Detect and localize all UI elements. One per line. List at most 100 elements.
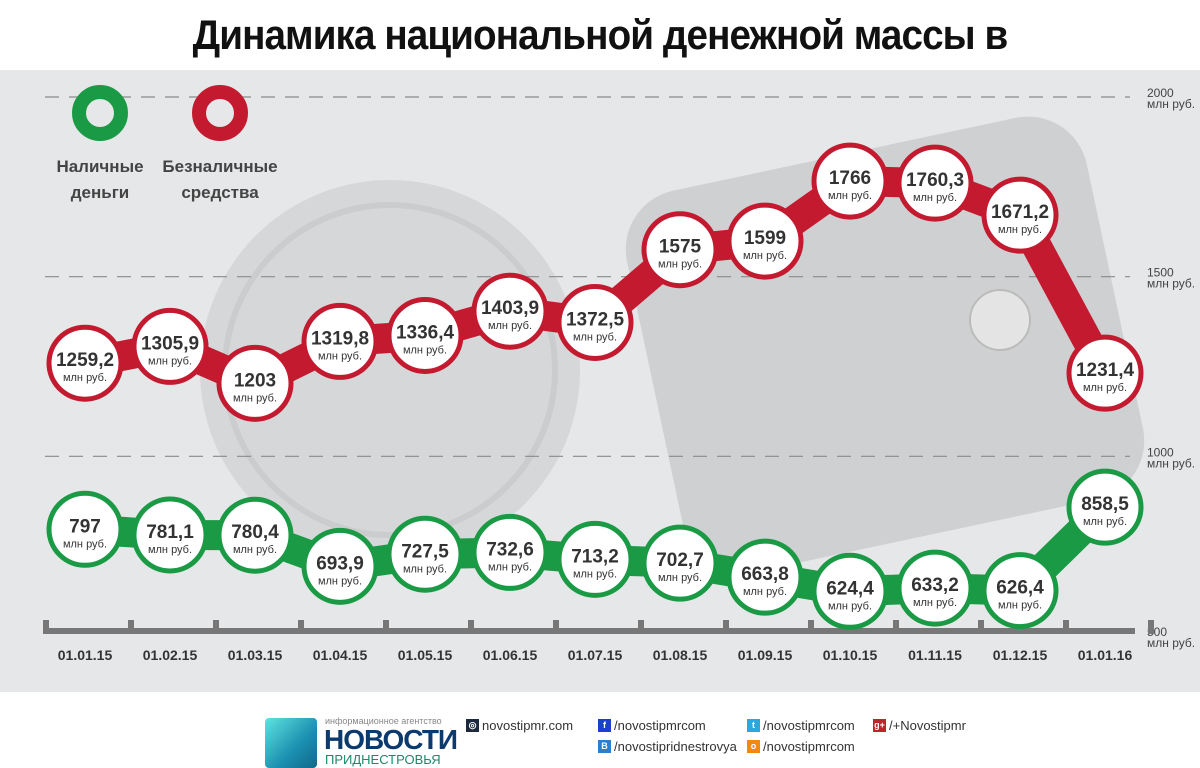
data-label: 1575 bbox=[659, 237, 702, 258]
x-axis-tick bbox=[1063, 620, 1069, 634]
data-point bbox=[556, 283, 634, 361]
data-label: 626,4 bbox=[996, 578, 1044, 599]
data-point bbox=[131, 307, 209, 385]
data-label: 1760,3 bbox=[906, 170, 964, 191]
data-point bbox=[301, 527, 379, 605]
x-axis-tick bbox=[1148, 620, 1154, 634]
x-tick-label: 01.01.15 bbox=[58, 647, 113, 663]
data-unit-label: млн руб. bbox=[658, 572, 702, 584]
x-tick-label: 01.01.16 bbox=[1078, 647, 1133, 663]
y-tick-label: 1500 bbox=[1147, 266, 1174, 280]
data-label: 1231,4 bbox=[1076, 360, 1135, 381]
data-point bbox=[641, 524, 719, 602]
y-tick-unit: млн руб. bbox=[1147, 636, 1195, 650]
data-label: 1305,9 bbox=[141, 333, 199, 354]
data-point bbox=[131, 496, 209, 574]
agency-subtitle: ПРИДНЕСТРОВЬЯ bbox=[325, 752, 441, 767]
y-tick-unit: млн руб. bbox=[1147, 97, 1195, 111]
data-point bbox=[811, 552, 889, 630]
x-axis-tick bbox=[978, 620, 984, 634]
data-label: 732,6 bbox=[486, 539, 534, 560]
data-label: 663,8 bbox=[741, 564, 789, 585]
data-unit-label: млн руб. bbox=[743, 586, 787, 598]
data-label: 797 bbox=[69, 516, 101, 537]
data-unit-label: млн руб. bbox=[63, 538, 107, 550]
x-axis-tick bbox=[468, 620, 474, 634]
data-label: 1259,2 bbox=[56, 350, 114, 371]
agency-logo bbox=[265, 718, 317, 768]
x-tick-label: 01.06.15 bbox=[483, 647, 538, 663]
link-vk[interactable]: B/novostipridnestrovya bbox=[598, 739, 737, 754]
data-unit-label: млн руб. bbox=[743, 250, 787, 262]
y-tick-unit: млн руб. bbox=[1147, 277, 1195, 291]
data-label: 624,4 bbox=[826, 578, 874, 599]
data-label: 1766 bbox=[829, 168, 871, 189]
legend-label: Безналичные bbox=[162, 157, 277, 176]
data-point bbox=[896, 144, 974, 222]
y-tick-label: 2000 bbox=[1147, 86, 1174, 100]
legend-label: Наличные bbox=[56, 157, 143, 176]
link-google-plus[interactable]: g+/+Novostipmr bbox=[873, 718, 966, 733]
vk-icon: B bbox=[598, 740, 611, 753]
x-axis-tick bbox=[723, 620, 729, 634]
agency-tagline: информационное агентство bbox=[325, 716, 442, 726]
data-unit-label: млн руб. bbox=[573, 331, 617, 343]
data-unit-label: млн руб. bbox=[488, 320, 532, 332]
data-unit-label: млн руб. bbox=[148, 355, 192, 367]
x-axis-tick bbox=[128, 620, 134, 634]
x-axis-tick bbox=[553, 620, 559, 634]
x-axis-tick bbox=[808, 620, 814, 634]
data-label: 727,5 bbox=[401, 541, 449, 562]
legend-label: средства bbox=[181, 183, 259, 202]
globe-icon: ◎ bbox=[466, 719, 479, 732]
x-axis-tick bbox=[298, 620, 304, 634]
x-tick-label: 01.12.15 bbox=[993, 647, 1048, 663]
google-plus-icon: g+ bbox=[873, 719, 886, 732]
coin-decoration bbox=[200, 180, 580, 560]
x-tick-label: 01.08.15 bbox=[653, 647, 708, 663]
x-tick-label: 01.03.15 bbox=[228, 647, 283, 663]
data-unit-label: млн руб. bbox=[573, 568, 617, 580]
data-unit-label: млн руб. bbox=[828, 190, 872, 202]
data-point bbox=[1066, 334, 1144, 412]
data-point bbox=[726, 202, 804, 280]
data-unit-label: млн руб. bbox=[913, 192, 957, 204]
data-label: 1403,9 bbox=[481, 298, 539, 319]
data-unit-label: млн руб. bbox=[63, 372, 107, 384]
link-website[interactable]: ◎ novostipmr.com bbox=[466, 718, 573, 733]
data-unit-label: млн руб. bbox=[488, 561, 532, 573]
data-point bbox=[556, 520, 634, 598]
odnoklassniki-icon: o bbox=[747, 740, 760, 753]
data-unit-label: млн руб. bbox=[318, 575, 362, 587]
y-tick-label: 1000 bbox=[1147, 445, 1174, 459]
data-point bbox=[981, 552, 1059, 630]
data-point bbox=[896, 549, 974, 627]
x-tick-label: 01.02.15 bbox=[143, 647, 198, 663]
facebook-icon: f bbox=[598, 719, 611, 732]
data-point bbox=[726, 538, 804, 616]
link-odnoklassniki[interactable]: o/novostipmrcom bbox=[747, 739, 855, 754]
x-axis bbox=[45, 628, 1135, 634]
data-label: 1203 bbox=[234, 370, 276, 391]
x-tick-label: 01.07.15 bbox=[568, 647, 623, 663]
x-tick-label: 01.11.15 bbox=[908, 647, 962, 663]
data-label: 693,9 bbox=[316, 553, 364, 574]
data-label: 780,4 bbox=[231, 522, 279, 543]
data-point bbox=[46, 324, 124, 402]
x-axis-tick bbox=[213, 620, 219, 634]
data-unit-label: млн руб. bbox=[913, 597, 957, 609]
data-unit-label: млн руб. bbox=[403, 563, 447, 575]
data-label: 1319,8 bbox=[311, 328, 369, 349]
data-point bbox=[216, 496, 294, 574]
data-unit-label: млн руб. bbox=[828, 600, 872, 612]
data-label: 633,2 bbox=[911, 575, 959, 596]
data-label: 1336,4 bbox=[396, 322, 455, 343]
link-twitter[interactable]: t/novostipmrcom bbox=[747, 718, 855, 733]
data-unit-label: млн руб. bbox=[403, 344, 447, 356]
data-unit-label: млн руб. bbox=[998, 224, 1042, 236]
legend-marker bbox=[192, 85, 248, 141]
data-label: 702,7 bbox=[656, 550, 704, 571]
agency-name: НОВОСТИ bbox=[324, 724, 458, 755]
x-tick-label: 01.04.15 bbox=[313, 647, 368, 663]
link-facebook[interactable]: f/novostipmrcom bbox=[598, 718, 706, 733]
